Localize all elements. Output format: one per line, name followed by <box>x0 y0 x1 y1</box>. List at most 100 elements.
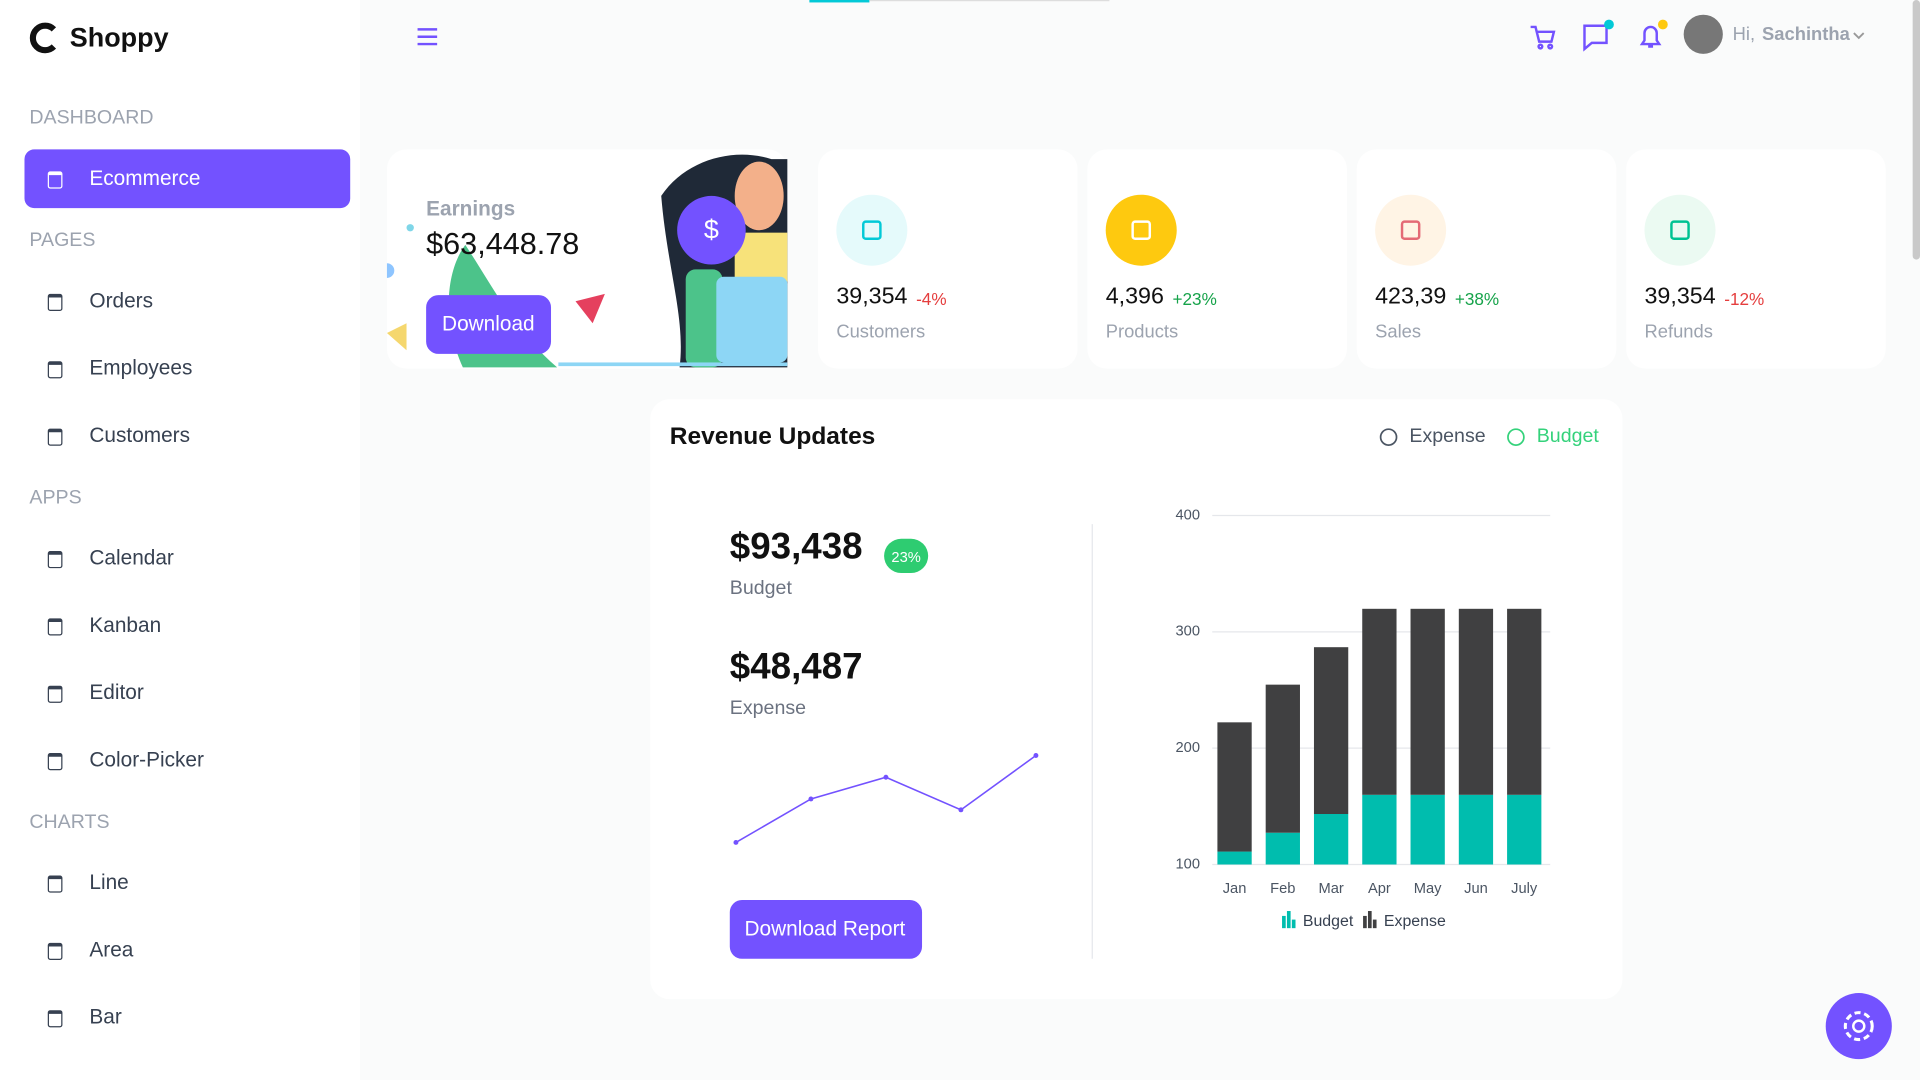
legend-swatch <box>1363 915 1367 929</box>
nav-icon <box>47 428 63 446</box>
nav-icon <box>47 942 63 960</box>
nav-item[interactable]: Ecommerce <box>89 166 201 190</box>
nav-item[interactable]: Bar <box>89 1005 122 1029</box>
progress <box>809 0 870 3</box>
bar <box>1507 608 1542 795</box>
stat-change: +23% <box>1172 288 1217 309</box>
stat-glyph <box>1131 220 1152 240</box>
nav-item[interactable]: Line <box>89 870 129 894</box>
nav-icon <box>47 685 63 703</box>
nav-item[interactable]: Customers <box>89 423 191 447</box>
bar <box>1410 794 1445 865</box>
nav-item[interactable]: Kanban <box>89 613 162 637</box>
x-tick-label: Feb <box>1270 881 1295 897</box>
nav-icon <box>47 753 63 771</box>
menu-button[interactable] <box>417 28 438 46</box>
scrollbar <box>1912 0 1920 260</box>
sparkline <box>735 754 1037 844</box>
stat-value: 39,354 <box>1644 284 1716 310</box>
stat-value: 4,396 <box>1105 284 1164 310</box>
nav-item[interactable]: Employees <box>89 356 193 380</box>
sparkline-point <box>883 774 889 780</box>
stat-change: +38% <box>1454 288 1500 309</box>
legend-icon <box>1507 428 1525 446</box>
cart-icon[interactable] <box>1530 25 1556 50</box>
legend-icon <box>1379 428 1398 446</box>
stat-change: -12% <box>1724 288 1765 309</box>
legend-label[interactable]: Budget <box>1536 426 1599 447</box>
button[interactable] <box>426 295 552 354</box>
y-tick-label: 100 <box>1175 856 1200 872</box>
legend-swatch <box>1367 911 1372 929</box>
legend-swatch <box>1286 911 1291 929</box>
x-tick-label: Mar <box>1318 881 1343 897</box>
chat-icon[interactable] <box>1583 19 1614 52</box>
bar <box>1217 722 1252 852</box>
stat-icon <box>1105 194 1177 266</box>
nav-item[interactable]: Orders <box>89 288 154 313</box>
legend-swatch <box>1282 915 1286 929</box>
active-nav[interactable] <box>24 149 351 209</box>
y-tick-label: 300 <box>1175 624 1200 640</box>
nav-item[interactable]: Editor <box>89 680 144 705</box>
section-title: Revenue Updates <box>669 423 876 450</box>
nav-item[interactable]: Color-Picker <box>89 748 204 772</box>
nav-icon <box>47 361 63 379</box>
badge <box>884 538 929 574</box>
legend-swatch <box>1291 919 1296 929</box>
stat-change: -4% <box>916 288 947 309</box>
svg-text:$: $ <box>704 215 719 245</box>
bar <box>1265 684 1300 833</box>
earnings-label: Earnings <box>426 197 516 221</box>
stat-icon <box>836 194 908 266</box>
settings-button[interactable] <box>1825 993 1892 1060</box>
avatar[interactable] <box>1683 14 1723 54</box>
sparkline-point <box>733 840 739 845</box>
stat-glyph <box>862 220 882 240</box>
legend-label[interactable]: Expense <box>1409 426 1486 447</box>
nav-icon <box>47 875 63 893</box>
bar <box>1362 794 1397 865</box>
stat-glyph <box>1670 220 1690 240</box>
nav-icon <box>47 1010 63 1028</box>
sparkline-point <box>1033 753 1039 758</box>
nav-icon <box>47 551 63 569</box>
legend-label: Budget <box>1303 913 1354 930</box>
x-tick-label: July <box>1511 881 1538 897</box>
nav-item[interactable]: Area <box>89 937 134 962</box>
nav-icon <box>47 618 63 636</box>
notification-icon[interactable] <box>1639 19 1668 48</box>
earnings-amount: $63,448.78 <box>426 227 580 262</box>
sidebar-heading: CHARTS <box>29 811 110 833</box>
nav-item[interactable]: Calendar <box>89 546 174 570</box>
button-label[interactable]: Download Report <box>744 917 906 941</box>
button[interactable] <box>729 900 923 959</box>
x-tick-label: Jun <box>1464 881 1488 897</box>
bar <box>1313 814 1349 865</box>
chevron[interactable] <box>1853 32 1865 40</box>
button-label[interactable]: Download <box>442 312 535 336</box>
stat-label: Products <box>1105 321 1179 343</box>
nav-icon <box>47 293 63 312</box>
y-tick-label: 200 <box>1175 740 1200 756</box>
brand: Shoppy <box>69 22 169 53</box>
stat-icon <box>1375 194 1447 266</box>
x-tick-label: May <box>1414 881 1442 897</box>
stat-value: 423,39 <box>1375 284 1447 310</box>
x-tick-label: Apr <box>1368 881 1391 897</box>
stat-value: 39,354 <box>836 284 908 310</box>
bar <box>1217 851 1252 865</box>
expense-label: Expense <box>729 697 807 719</box>
y-tick-label: 400 <box>1175 507 1200 523</box>
bar <box>1362 608 1397 795</box>
sparkline-point <box>808 796 814 802</box>
stat-label: Customers <box>836 321 926 343</box>
bar <box>1458 608 1494 795</box>
budget-amount: $93,438 <box>729 526 863 567</box>
nav-icon <box>47 171 63 189</box>
bar <box>1507 794 1542 865</box>
badge-label: 23% <box>891 548 921 566</box>
